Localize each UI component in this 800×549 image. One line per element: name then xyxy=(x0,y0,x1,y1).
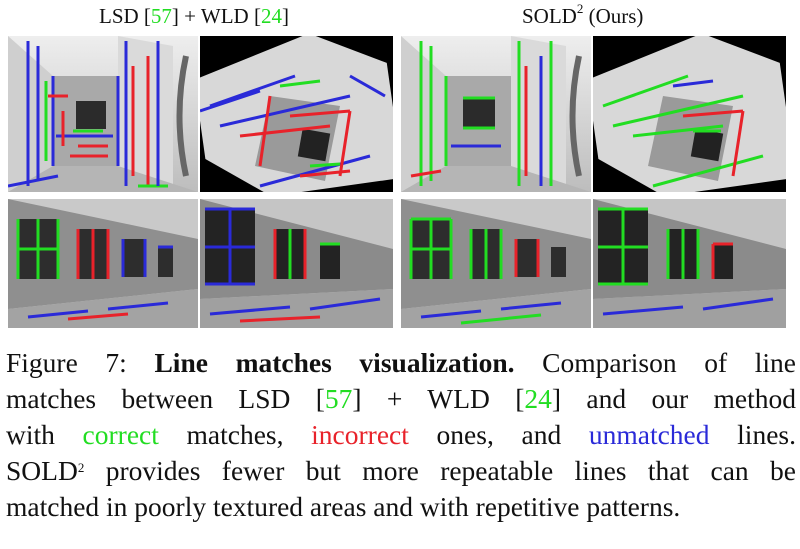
caption-text: matched in poorly textured areas and wit… xyxy=(6,491,681,522)
caption-title: Line matches visualization. xyxy=(154,347,515,378)
citation-57[interactable]: 57 xyxy=(324,383,353,414)
caption-line-5: matched in poorly textured areas and wit… xyxy=(6,489,796,525)
citation-24[interactable]: 24 xyxy=(260,4,282,28)
header-right-sup: 2 xyxy=(576,1,584,16)
header-left-suffix: ] xyxy=(281,4,289,28)
caption-line-3: with correct matches, incorrect ones, an… xyxy=(6,417,796,453)
caption-text: lines. xyxy=(737,419,796,450)
citation-24[interactable]: 24 xyxy=(524,383,552,414)
legend-correct: correct xyxy=(82,419,159,450)
header-right-text: SOLD xyxy=(522,4,577,28)
caption-line-1: Figure 7: Line matches visualization. Co… xyxy=(6,345,796,381)
citation-57[interactable]: 57 xyxy=(150,4,172,28)
header-right-suffix: (Ours) xyxy=(583,4,644,28)
corridor-sold2-view2 xyxy=(593,36,786,192)
caption-text: ones, and xyxy=(436,419,562,450)
figure-caption: Figure 7: Line matches visualization. Co… xyxy=(6,345,796,525)
facade-sold2-view1 xyxy=(401,199,591,328)
figure-label: Figure 7: xyxy=(6,347,127,378)
facade-lsd-view1 xyxy=(8,199,198,328)
header-lsd-wld: LSD [57] + WLD [24] xyxy=(99,4,289,29)
header-left-text: LSD [ xyxy=(99,4,151,28)
corridor-sold2-view1 xyxy=(401,36,591,192)
facade-sold2-view2 xyxy=(593,199,786,328)
corridor-lsd-view2 xyxy=(200,36,393,192)
header-sold2: SOLD2 (Ours) xyxy=(522,1,644,29)
caption-line-2: matches between LSD [57] + WLD [24] and … xyxy=(6,381,796,417)
legend-unmatched: unmatched xyxy=(588,419,710,450)
caption-sup: 2 xyxy=(77,460,85,475)
caption-text: SOLD xyxy=(6,455,78,486)
caption-text: with xyxy=(6,419,55,450)
caption-text: ] and our method xyxy=(551,383,796,414)
header-left-mid: ] + WLD [ xyxy=(171,4,261,28)
caption-text: matches, xyxy=(186,419,284,450)
caption-text: ] + WLD [ xyxy=(352,383,525,414)
caption-text: matches between LSD [ xyxy=(6,383,325,414)
caption-text: provides fewer but more repeatable lines… xyxy=(105,455,796,486)
caption-line-4: SOLD2 provides fewer but more repeatable… xyxy=(6,453,796,489)
caption-text: Comparison of line xyxy=(542,347,797,378)
facade-lsd-view2 xyxy=(200,199,393,328)
corridor-lsd-view1 xyxy=(8,36,198,192)
legend-incorrect: incorrect xyxy=(311,419,409,450)
